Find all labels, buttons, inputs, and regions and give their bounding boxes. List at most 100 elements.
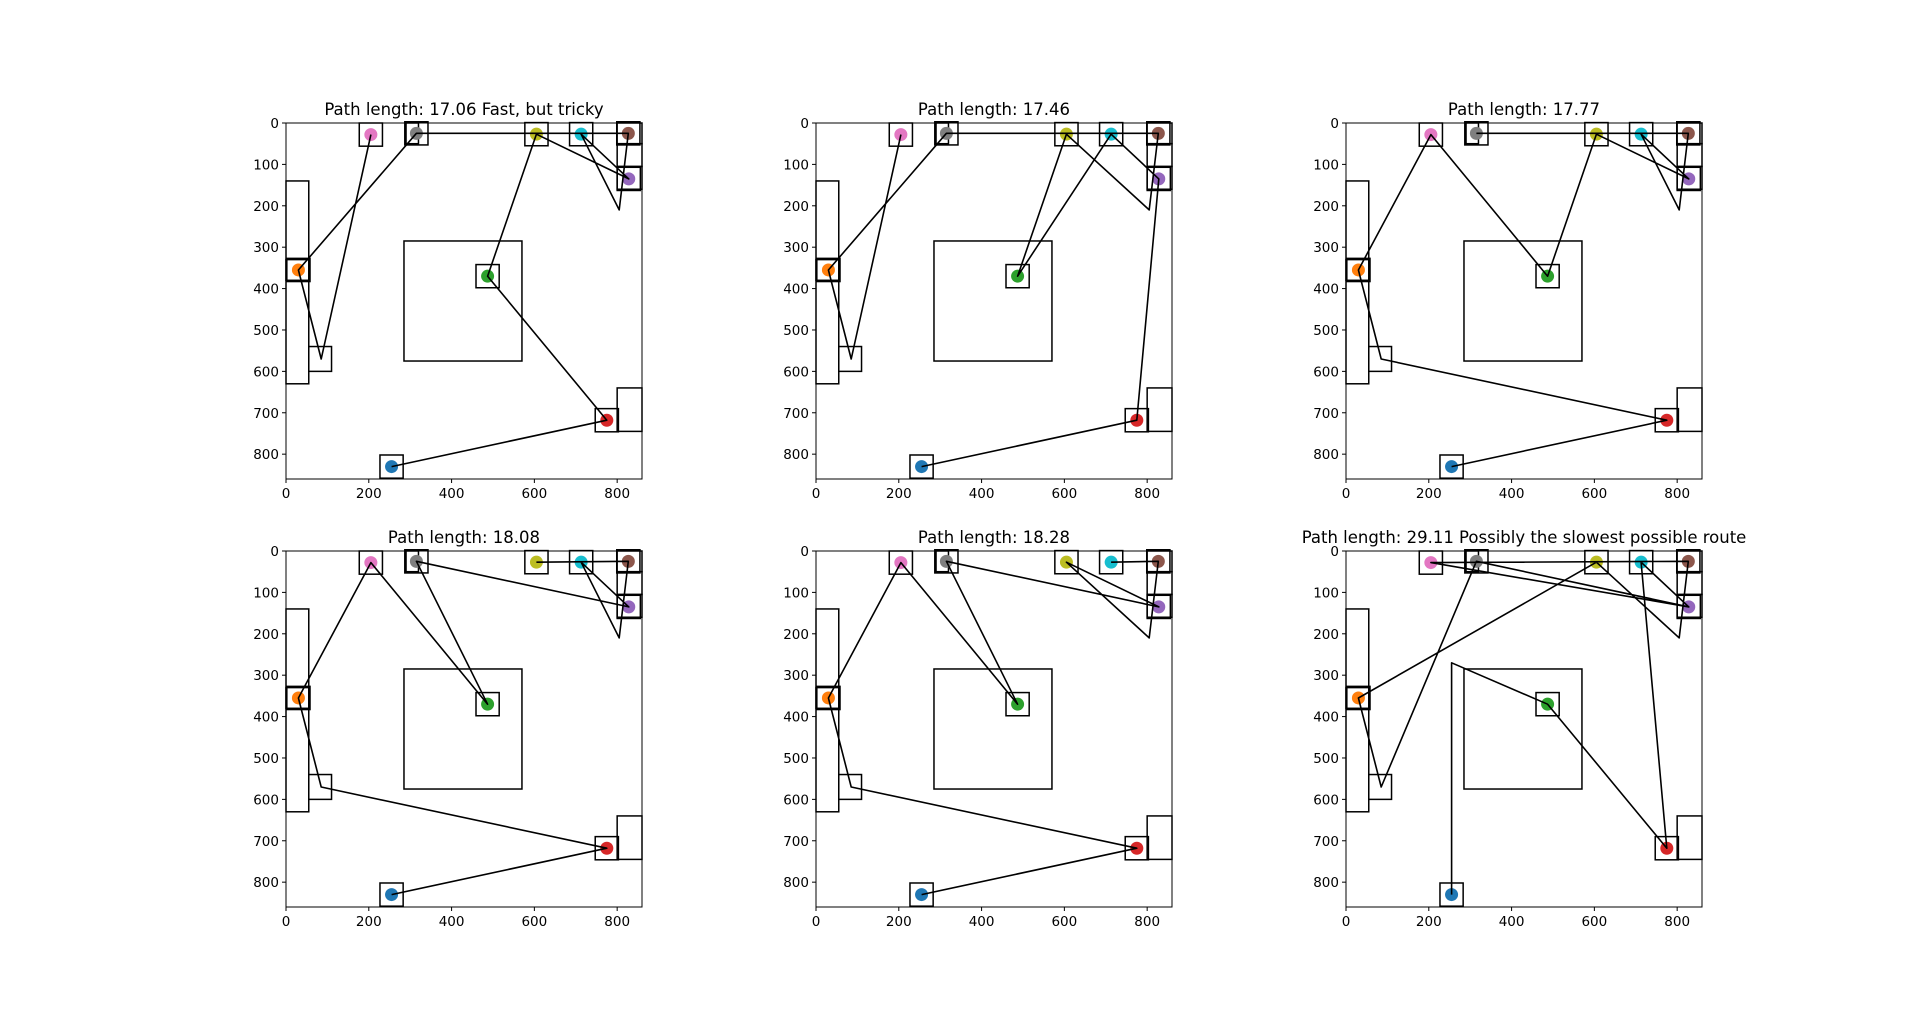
x-tick-label: 600 bbox=[1581, 914, 1607, 930]
y-tick-label: 500 bbox=[1313, 323, 1339, 339]
y-tick-label: 600 bbox=[1313, 792, 1339, 808]
plot-area bbox=[816, 551, 1172, 907]
station-box-red bbox=[594, 835, 620, 861]
station-box-purple bbox=[1676, 594, 1702, 620]
subplot-3: 0 200 400 600 800 0 100 200 300 400 500 600 700 800 Pa… bbox=[1313, 100, 1703, 502]
station-box-purple bbox=[616, 166, 642, 192]
obstacle-box bbox=[1463, 240, 1583, 362]
subplot-title: Path length: 29.11 Possibly the slowest … bbox=[1302, 528, 1747, 547]
obstacle-box bbox=[1463, 668, 1583, 790]
station-box-gray bbox=[1464, 549, 1489, 574]
obstacle-box bbox=[933, 240, 1053, 362]
y-tick-label: 100 bbox=[253, 585, 279, 601]
y-tick-label: 400 bbox=[1313, 710, 1339, 726]
route-line bbox=[1357, 132, 1690, 468]
axes-frame bbox=[1345, 550, 1703, 908]
x-tick-label: 0 bbox=[812, 914, 821, 930]
y-tick-label: 300 bbox=[783, 668, 809, 684]
x-tick-label: 600 bbox=[1051, 486, 1077, 502]
x-tick-label: 800 bbox=[604, 914, 630, 930]
y-tick-label: 600 bbox=[783, 792, 809, 808]
y-tick-label: 0 bbox=[1330, 544, 1339, 560]
station-box-green bbox=[475, 691, 500, 717]
station-box-blue bbox=[909, 454, 934, 479]
station-point-blue bbox=[385, 888, 399, 902]
subplot-1: 0 200 400 600 800 0 100 200 300 400 500 600 700 800 Pa… bbox=[253, 100, 643, 502]
x-tick-label: 600 bbox=[521, 486, 547, 502]
obstacle-box bbox=[308, 773, 333, 801]
x-tick-label: 400 bbox=[1499, 914, 1525, 930]
x-tick-label: 400 bbox=[969, 914, 995, 930]
x-tick-label: 0 bbox=[1342, 914, 1351, 930]
obstacle-box bbox=[838, 773, 863, 801]
station-box-orange bbox=[1346, 257, 1371, 283]
axes-frame bbox=[1345, 122, 1703, 480]
station-box-green bbox=[1005, 263, 1030, 289]
y-tick-label: 400 bbox=[783, 710, 809, 726]
route-line bbox=[1357, 560, 1690, 895]
station-box-orange bbox=[286, 685, 311, 711]
y-tick-label: 200 bbox=[1313, 627, 1339, 643]
subplot-4: 0 200 400 600 800 0 100 200 300 400 500 600 700 800 Pa… bbox=[253, 528, 643, 930]
station-point-blue bbox=[1445, 460, 1459, 474]
y-tick-label: 800 bbox=[1313, 875, 1339, 891]
y-tick-label: 500 bbox=[1313, 751, 1339, 767]
station-box-purple bbox=[616, 594, 642, 620]
x-tick-label: 200 bbox=[1416, 486, 1442, 502]
plot-area bbox=[1346, 123, 1702, 479]
station-box-gray bbox=[404, 549, 429, 574]
station-box-blue bbox=[379, 882, 404, 907]
subplot-title: Path length: 17.06 Fast, but tricky bbox=[324, 100, 604, 119]
station-point-pink bbox=[364, 128, 378, 142]
y-tick-label: 100 bbox=[1313, 157, 1339, 173]
station-box-orange bbox=[816, 257, 841, 283]
x-tick-label: 400 bbox=[439, 486, 465, 502]
subplot-title: Path length: 18.08 bbox=[388, 528, 540, 547]
x-tick-label: 200 bbox=[886, 486, 912, 502]
x-tick-label: 400 bbox=[439, 914, 465, 930]
y-tick-label: 200 bbox=[253, 627, 279, 643]
x-tick-label: 400 bbox=[969, 486, 995, 502]
y-tick-label: 100 bbox=[1313, 585, 1339, 601]
y-tick-label: 700 bbox=[253, 834, 279, 850]
x-tick-label: 0 bbox=[282, 914, 291, 930]
y-tick-label: 500 bbox=[253, 751, 279, 767]
y-tick-label: 200 bbox=[783, 199, 809, 215]
station-box-red bbox=[1654, 407, 1680, 433]
y-tick-label: 700 bbox=[783, 834, 809, 850]
station-point-gray bbox=[1469, 126, 1483, 140]
station-box-purple bbox=[1146, 166, 1172, 192]
subplot-title: Path length: 17.46 bbox=[918, 100, 1070, 119]
y-tick-label: 700 bbox=[1313, 406, 1339, 422]
station-box-red bbox=[1124, 835, 1150, 861]
y-tick-label: 500 bbox=[253, 323, 279, 339]
y-tick-label: 800 bbox=[253, 447, 279, 463]
obstacle-box bbox=[838, 345, 863, 373]
y-tick-label: 0 bbox=[800, 544, 809, 560]
y-tick-label: 200 bbox=[1313, 199, 1339, 215]
y-tick-label: 500 bbox=[783, 751, 809, 767]
station-box-purple bbox=[1146, 594, 1172, 620]
x-tick-label: 800 bbox=[604, 486, 630, 502]
route-line bbox=[297, 560, 630, 896]
y-tick-label: 0 bbox=[800, 116, 809, 132]
station-point-blue bbox=[915, 888, 929, 902]
station-box-blue bbox=[909, 882, 934, 907]
subplot-title: Path length: 17.77 bbox=[1448, 100, 1600, 119]
x-tick-label: 200 bbox=[886, 914, 912, 930]
y-tick-label: 400 bbox=[253, 710, 279, 726]
y-tick-label: 800 bbox=[783, 447, 809, 463]
axes-frame bbox=[285, 550, 643, 908]
x-tick-label: 0 bbox=[282, 486, 291, 502]
y-tick-label: 100 bbox=[783, 585, 809, 601]
station-box-gray bbox=[934, 549, 959, 574]
y-tick-label: 400 bbox=[1313, 282, 1339, 298]
station-box-red bbox=[1124, 407, 1150, 433]
station-point-pink bbox=[894, 128, 908, 142]
y-tick-label: 100 bbox=[253, 157, 279, 173]
x-tick-label: 200 bbox=[356, 486, 382, 502]
y-tick-label: 500 bbox=[783, 323, 809, 339]
x-tick-label: 0 bbox=[812, 486, 821, 502]
y-tick-label: 0 bbox=[1330, 116, 1339, 132]
